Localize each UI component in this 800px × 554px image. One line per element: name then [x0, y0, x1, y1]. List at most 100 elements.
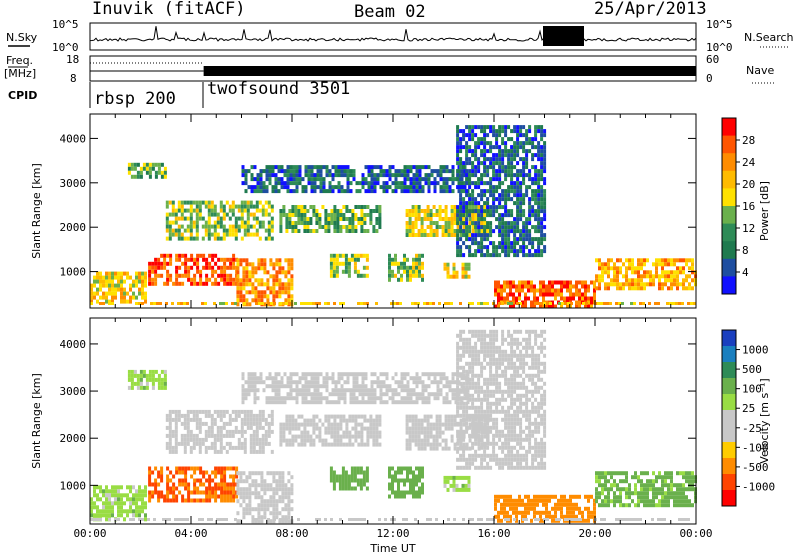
- echo-cell: [533, 304, 536, 309]
- echo-cell: [569, 292, 572, 297]
- echo-cell: [304, 384, 308, 389]
- echo-cell: [483, 205, 487, 209]
- echo-cell: [450, 229, 454, 233]
- echo-cell: [366, 229, 370, 233]
- echo-cell: [177, 204, 181, 209]
- echo-cell: [394, 181, 398, 186]
- echo-cell: [542, 494, 545, 499]
- echo-cell: [123, 501, 126, 506]
- echo-cell: [208, 482, 212, 487]
- freq-unit: [MHz]: [4, 67, 36, 80]
- echo-cell: [664, 278, 667, 283]
- echo-cell: [521, 288, 524, 293]
- echo-cell: [289, 173, 293, 178]
- echo-cell: [403, 253, 406, 258]
- echo-cell: [521, 304, 524, 309]
- echo-cell: [199, 490, 203, 495]
- echo-cell: [367, 173, 371, 178]
- echo-cell: [270, 417, 274, 422]
- echo-cell: [239, 491, 243, 496]
- echo-cell: [688, 274, 691, 279]
- echo-cell: [336, 430, 340, 435]
- echo-cell: [165, 200, 169, 205]
- echo-cell: [408, 442, 412, 447]
- echo-cell: [578, 296, 581, 301]
- echo-cell: [480, 177, 484, 182]
- echo-cell: [613, 270, 616, 275]
- echo-cell: [278, 294, 282, 299]
- echo-cell: [634, 487, 637, 492]
- echo-cell: [501, 165, 505, 170]
- echo-cell: [90, 283, 93, 288]
- echo-cell: [198, 216, 202, 221]
- echo-cell: [646, 471, 649, 476]
- echo-cell: [242, 487, 246, 492]
- echo-cell: [522, 177, 526, 182]
- echo-cell: [138, 279, 141, 284]
- echo-cell: [208, 498, 212, 503]
- echo-cell: [418, 273, 421, 278]
- echo-cell: [186, 236, 190, 241]
- echo-cell: [148, 281, 152, 286]
- echo-cell: [244, 189, 248, 194]
- echo-cell: [543, 249, 547, 254]
- echo-cell: [93, 513, 96, 518]
- echo-cell: [306, 438, 310, 443]
- echo-cell: [436, 181, 440, 186]
- echo-cell: [168, 220, 172, 225]
- echo-cell: [310, 181, 314, 186]
- echo-cell: [486, 205, 490, 210]
- echo-cell: [664, 258, 667, 263]
- echo-cell: [498, 201, 502, 206]
- echo-cell: [652, 487, 655, 492]
- echo-cell: [418, 470, 421, 475]
- echo-cell: [253, 165, 257, 170]
- echo-cell: [129, 485, 132, 490]
- echo-cell: [193, 273, 197, 278]
- echo-cell: [465, 229, 469, 234]
- echo-cell: [279, 438, 283, 443]
- echo-cell: [382, 189, 386, 194]
- echo-cell: [126, 513, 129, 518]
- echo-cell: [397, 486, 400, 491]
- echo-cell: [157, 166, 161, 171]
- echo-cell: [604, 503, 607, 508]
- echo-cell: [334, 380, 338, 385]
- echo-cell: [214, 482, 218, 487]
- echo-cell: [163, 166, 167, 171]
- echo-cell: [504, 133, 508, 138]
- echo-cell: [132, 513, 135, 518]
- echo-region: [388, 466, 424, 499]
- echo-cell: [534, 133, 538, 138]
- echo-cell: [171, 220, 175, 225]
- echo-cell: [223, 474, 227, 479]
- echo-cell: [406, 265, 409, 270]
- echo-cell: [524, 494, 527, 499]
- echo-cell: [313, 177, 317, 182]
- echo-cell: [245, 503, 249, 508]
- echo-cell: [286, 189, 290, 194]
- echo-cell: [382, 400, 386, 405]
- echo-cell: [253, 185, 257, 190]
- echo-cell: [220, 482, 224, 487]
- echo-cell: [285, 422, 289, 427]
- echo-cell: [501, 237, 505, 242]
- echo-cell: [510, 157, 514, 162]
- echo-cell: [272, 479, 276, 484]
- echo-cell: [539, 510, 542, 515]
- echo-cell: [489, 149, 493, 154]
- echo-cell: [507, 233, 511, 238]
- echo-cell: [595, 479, 598, 484]
- echo-cell: [291, 213, 295, 217]
- echo-cell: [563, 502, 566, 507]
- echo-cell: [255, 413, 259, 418]
- echo-cell: [270, 421, 274, 426]
- echo-cell: [243, 429, 247, 434]
- echo-cell: [99, 485, 102, 490]
- echo-cell: [343, 388, 347, 393]
- echo-cell: [391, 388, 395, 393]
- echo-cell: [474, 209, 478, 214]
- echo-cell: [420, 229, 424, 233]
- echo-cell: [256, 181, 260, 186]
- echo-cell: [607, 262, 610, 267]
